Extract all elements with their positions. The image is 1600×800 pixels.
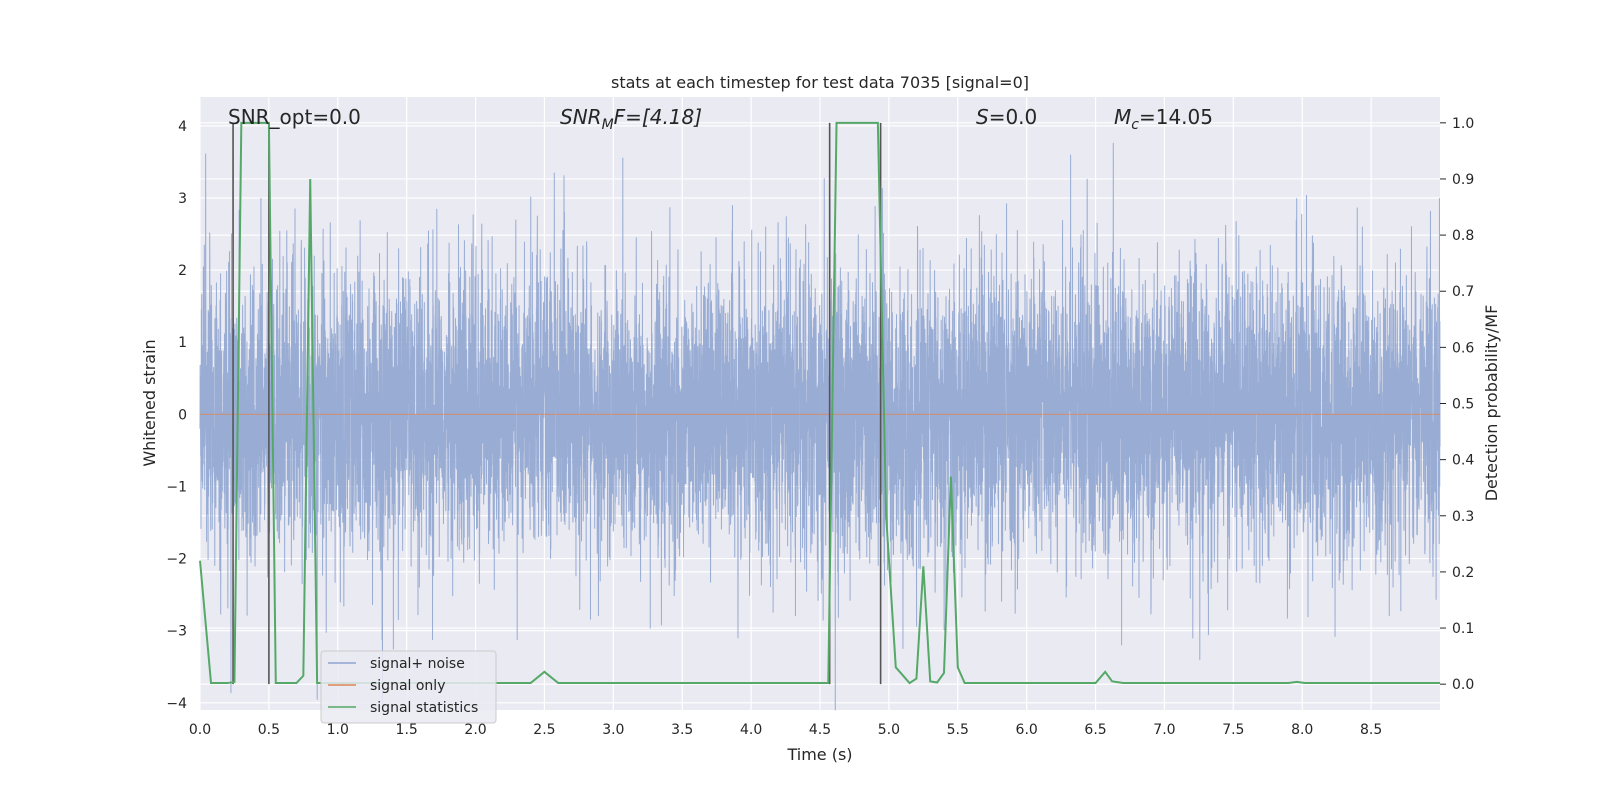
y-tick-label: −1 [166, 479, 187, 495]
series-signal-statistics-line [199, 121, 1440, 685]
legend: signal+ noise signal only signal statist… [320, 650, 497, 724]
y-tick-label: −2 [166, 552, 187, 568]
x-tick-label: 2.0 [464, 722, 486, 738]
y2-tick-label: 0.5 [1452, 397, 1474, 413]
series-signal-statistics [199, 121, 1440, 685]
x-tick-label: 7.5 [1222, 722, 1244, 738]
x-axis-label: Time (s) [786, 745, 852, 764]
y-tick-label: −3 [166, 624, 187, 640]
annotation-snr-mf-sub: M [602, 117, 614, 133]
x-tick-label: 6.0 [1016, 722, 1038, 738]
legend-label-signal-only: signal only [370, 678, 445, 694]
annotation-snr-mf: SNRMF=[4.18] [560, 105, 702, 133]
y-tick-label: −4 [166, 696, 187, 712]
legend-label-signal-noise: signal+ noise [370, 656, 465, 672]
annotation-s-rest: =0.0 [989, 105, 1038, 129]
y2-tick-label: 0.8 [1452, 228, 1474, 244]
x-tick-label: 8.5 [1360, 722, 1382, 738]
y2-tick-label: 0.1 [1452, 621, 1474, 637]
x-tick-label: 3.0 [602, 722, 624, 738]
x-tick-label: 7.0 [1153, 722, 1175, 738]
annotation-snr-mf-base: SNR [560, 105, 602, 129]
y2-tick-label: 0.9 [1452, 172, 1474, 188]
x-tick-label: 2.5 [533, 722, 555, 738]
x-tick-label: 4.5 [809, 722, 831, 738]
x-tick-label: 1.0 [327, 722, 349, 738]
x-tick-label: 4.0 [740, 722, 762, 738]
y-tick-label: 3 [178, 191, 187, 207]
annotation-mc-base: M [1114, 105, 1131, 129]
annotation-s: S=0.0 [976, 105, 1037, 129]
x-tick-label: 0.0 [189, 722, 211, 738]
y2-tick-label: 0.6 [1452, 340, 1474, 356]
y2-tick-label: 0.2 [1452, 565, 1474, 581]
annotation-snr-opt: SNR_opt=0.0 [228, 105, 361, 129]
annotation-mc-sub: c [1131, 117, 1139, 133]
y2-tick-label: 0.0 [1452, 677, 1474, 693]
annotation-mc-rest: =14.05 [1139, 105, 1213, 129]
y2-tick-label: 0.7 [1452, 284, 1474, 300]
legend-box [320, 650, 497, 724]
y-axis-label: Whitened strain [140, 339, 159, 466]
chart-title: stats at each timestep for test data 703… [611, 73, 1029, 92]
y2-axis-ticks: 1.0 0.9 0.8 0.7 0.6 0.5 0.4 0.3 0.2 0.1 0.0 [1440, 116, 1474, 693]
annotation-mc: Mc=14.05 [1114, 105, 1213, 133]
legend-label-signal-statistics: signal statistics [370, 700, 478, 716]
annotation-snr-mf-rest: F=[4.18] [614, 105, 702, 129]
y-tick-label: 2 [178, 263, 187, 279]
y2-tick-label: 1.0 [1452, 116, 1474, 132]
series-signal-noise-line [199, 142, 1441, 711]
x-tick-label: 5.0 [878, 722, 900, 738]
y-tick-label: 0 [178, 407, 187, 423]
x-tick-label: 8.0 [1291, 722, 1313, 738]
series-signal-noise [199, 142, 1441, 711]
y-tick-label: 1 [178, 335, 187, 351]
y2-axis-label: Detection probability/MF [1482, 305, 1501, 502]
x-tick-label: 1.5 [396, 722, 418, 738]
x-tick-label: 5.5 [947, 722, 969, 738]
x-axis-ticks: 0.0 0.5 1.0 1.5 2.0 2.5 3.0 3.5 4.0 4.5 5.0 5.5 6.0 6… [189, 722, 1382, 738]
y-tick-label: 4 [178, 119, 187, 135]
x-tick-label: 0.5 [258, 722, 280, 738]
y2-tick-label: 0.3 [1452, 509, 1474, 525]
x-tick-label: 3.5 [671, 722, 693, 738]
annotation-s-base: S [976, 105, 989, 129]
y2-tick-label: 0.4 [1452, 453, 1474, 469]
y-axis-ticks: 4 3 2 1 0 −1 −2 −3 −4 [166, 119, 187, 712]
x-tick-label: 6.5 [1084, 722, 1106, 738]
